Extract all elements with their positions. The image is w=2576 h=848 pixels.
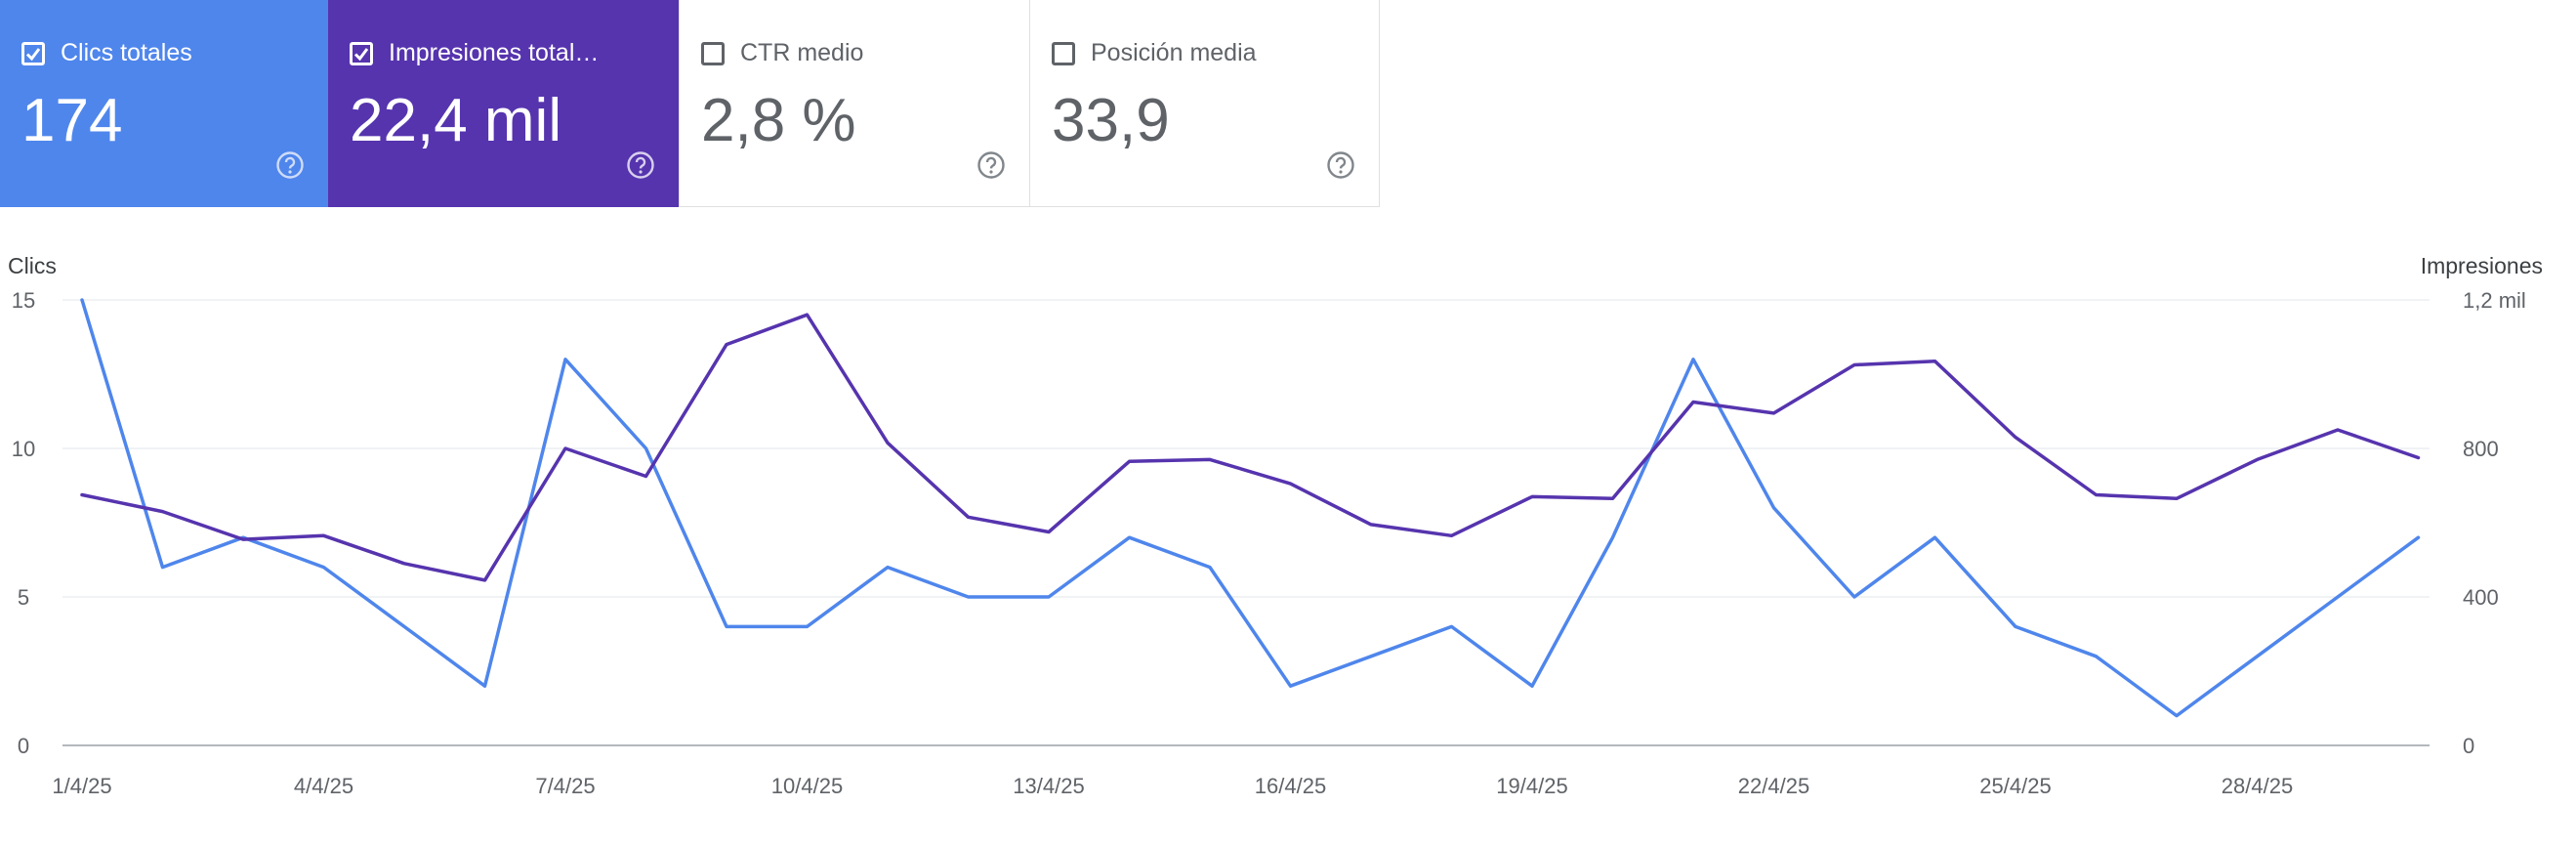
average-ctr-card[interactable]: CTR medio 2,8 % bbox=[679, 0, 1029, 207]
x-tick-label: 28/4/25 bbox=[2222, 774, 2293, 798]
card-label: Impresiones total… bbox=[389, 39, 600, 66]
checkbox-checked-icon[interactable] bbox=[21, 41, 45, 65]
y-right-tick-label: 800 bbox=[2463, 437, 2499, 461]
x-tick-label: 4/4/25 bbox=[294, 774, 353, 798]
right-axis-title: Impresiones bbox=[2421, 253, 2543, 278]
card-header: Clics totales bbox=[21, 39, 192, 67]
impressions-series-line bbox=[80, 313, 2421, 582]
help-icon[interactable] bbox=[976, 150, 1006, 180]
x-tick-label: 19/4/25 bbox=[1496, 774, 1567, 798]
x-tick-label: 13/4/25 bbox=[1013, 774, 1084, 798]
checkbox-checked-icon[interactable] bbox=[350, 41, 373, 65]
card-label: Posición media bbox=[1091, 39, 1257, 66]
help-icon[interactable] bbox=[275, 150, 305, 180]
right-axis-ticks: 0 400 800 1,2 mil bbox=[2463, 288, 2526, 758]
y-left-tick-label: 0 bbox=[18, 734, 29, 758]
gridlines bbox=[62, 299, 2430, 746]
total-impressions-card[interactable]: Impresiones total… 22,4 mil bbox=[328, 0, 679, 207]
x-tick-label: 10/4/25 bbox=[771, 774, 843, 798]
card-header: Posición media bbox=[1052, 39, 1257, 67]
left-axis-title: Clics bbox=[8, 253, 57, 278]
average-position-card[interactable]: Posición media 33,9 bbox=[1029, 0, 1380, 207]
card-value: 22,4 mil bbox=[350, 87, 562, 154]
x-tick-label: 7/4/25 bbox=[535, 774, 595, 798]
card-value: 2,8 % bbox=[701, 87, 856, 154]
left-axis-ticks: 0 5 10 15 bbox=[12, 288, 35, 758]
y-left-tick-label: 15 bbox=[12, 288, 35, 313]
y-right-tick-label: 400 bbox=[2463, 585, 2499, 610]
card-value: 33,9 bbox=[1052, 87, 1170, 154]
help-icon[interactable] bbox=[626, 150, 655, 180]
card-value: 174 bbox=[21, 87, 123, 154]
card-label: CTR medio bbox=[740, 39, 864, 66]
x-tick-label: 1/4/25 bbox=[52, 774, 111, 798]
clicks-series-line bbox=[80, 298, 2421, 718]
series-lines bbox=[80, 298, 2421, 718]
total-clicks-card[interactable]: Clics totales 174 bbox=[0, 0, 328, 207]
card-label: Clics totales bbox=[61, 39, 192, 66]
y-right-tick-label: 0 bbox=[2463, 734, 2474, 758]
x-tick-label: 25/4/25 bbox=[1979, 774, 2051, 798]
x-tick-label: 16/4/25 bbox=[1255, 774, 1326, 798]
x-tick-label: 22/4/25 bbox=[1738, 774, 1809, 798]
help-icon[interactable] bbox=[1326, 150, 1355, 180]
x-axis-ticks: 1/4/25 4/4/25 7/4/25 10/4/25 13/4/25 16/4/25 1… bbox=[52, 774, 2293, 798]
y-right-tick-label: 1,2 mil bbox=[2463, 288, 2526, 313]
checkbox-unchecked-icon[interactable] bbox=[701, 41, 725, 65]
metric-cards: Clics totales 174 Impresiones total… 22,… bbox=[0, 0, 1380, 207]
card-header: Impresiones total… bbox=[350, 39, 599, 67]
y-left-tick-label: 10 bbox=[12, 437, 35, 461]
y-left-tick-label: 5 bbox=[18, 585, 29, 610]
checkbox-unchecked-icon[interactable] bbox=[1052, 41, 1075, 65]
card-header: CTR medio bbox=[701, 39, 863, 67]
